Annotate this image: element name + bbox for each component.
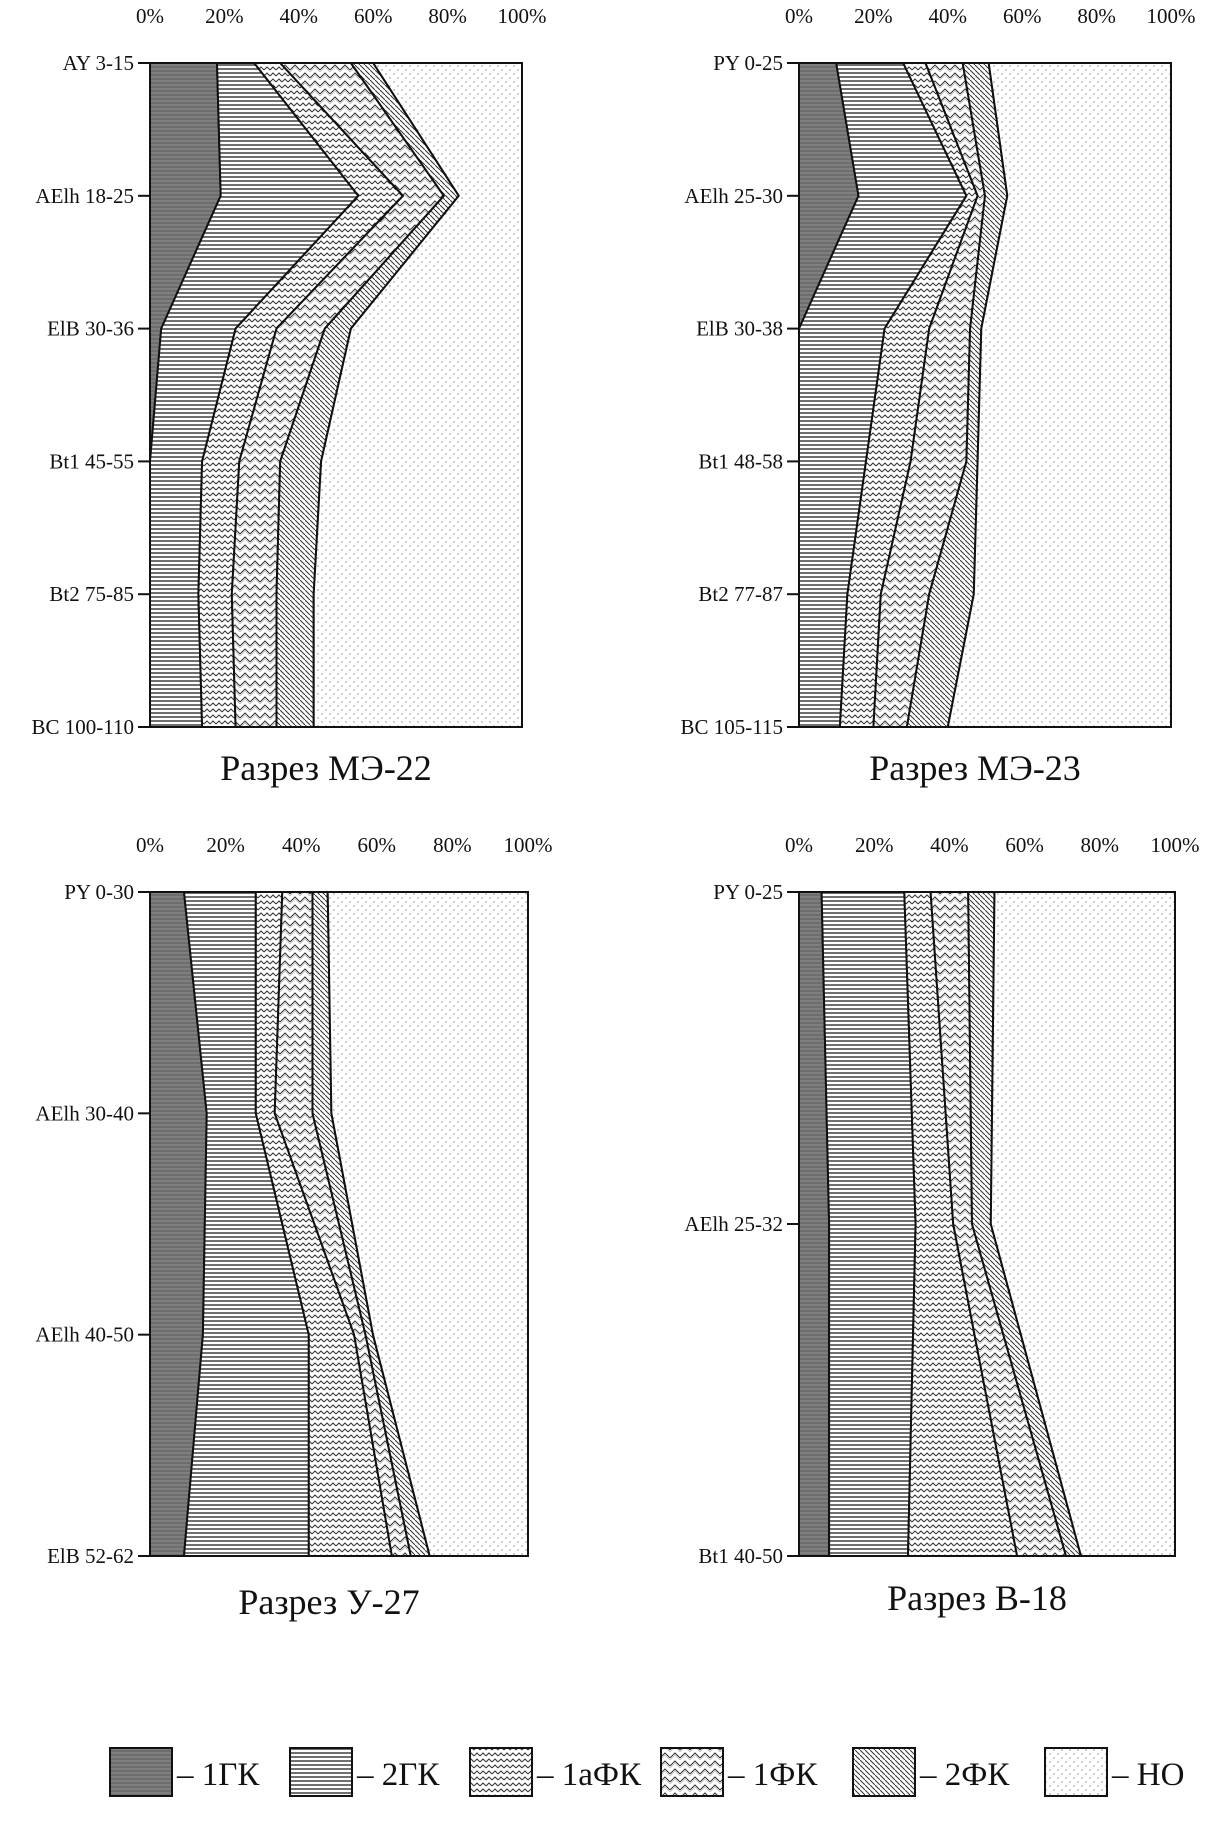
x-tick-label: 0% (785, 833, 813, 857)
x-tick-label: 0% (785, 4, 813, 28)
chart-panel: 0% 20% 40% 60% 80% 100% AY 3-15 AElh 18-25 ElB 3… (32, 4, 547, 788)
plot-frame (149, 891, 529, 1557)
legend-swatch (469, 1747, 533, 1797)
category-label: Bt1 48-58 (698, 449, 783, 473)
category-label: ElB 52-62 (47, 1544, 134, 1568)
category-label: AY 3-15 (63, 51, 134, 75)
legend-swatch (1044, 1747, 1108, 1797)
chart-panel: 0% 20% 40% 60% 80% 100% PY 0-25 AElh 25-30 ElB 3… (681, 4, 1196, 788)
category-label: PY 0-30 (64, 880, 134, 904)
panel-title: Разрез МЭ-22 (220, 748, 432, 788)
category-label: ElB 30-38 (696, 317, 783, 341)
legend-label: – 1ФК (727, 1757, 818, 1793)
x-tick-label: 80% (428, 4, 467, 28)
area-2гк (820, 891, 917, 1557)
category-label: PY 0-25 (713, 880, 783, 904)
x-tick-label: 20% (205, 4, 244, 28)
category-label: AElh 18-25 (35, 184, 134, 208)
panel-title: Разрез В-18 (887, 1578, 1067, 1618)
panels: 0% 20% 40% 60% 80% 100% AY 3-15 AElh 18-25 ElB 3… (32, 4, 1200, 1622)
x-tick-label: 80% (433, 833, 472, 857)
legend-label: – 2ФК (919, 1757, 1010, 1793)
x-tick-label: 100% (1147, 4, 1196, 28)
category-label: Bt1 45-55 (49, 449, 134, 473)
category-label: Bt2 75-85 (49, 582, 134, 606)
chart-panel: 0% 20% 40% 60% 80% 100% PY 0-30 AElh 30-40 AElh … (35, 833, 552, 1622)
x-tick-label: 40% (930, 833, 969, 857)
chart-panel: 0% 20% 40% 60% 80% 100% PY 0-25 AElh 25-32 Bt1 4… (684, 833, 1199, 1618)
x-tick-label: 40% (282, 833, 321, 857)
category-label: PY 0-25 (713, 51, 783, 75)
legend-swatch (660, 1747, 724, 1797)
legend-label: – НО (1111, 1757, 1184, 1793)
x-tick-label: 80% (1081, 833, 1120, 857)
legend-label: – 1ГК (176, 1757, 260, 1793)
legend-swatch (852, 1747, 916, 1797)
x-tick-label: 80% (1077, 4, 1116, 28)
x-tick-label: 60% (358, 833, 397, 857)
x-tick-label: 40% (280, 4, 319, 28)
x-tick-label: 20% (855, 833, 894, 857)
x-tick-label: 0% (136, 4, 164, 28)
panel-title: Разрез МЭ-23 (869, 748, 1081, 788)
x-tick-label: 40% (929, 4, 968, 28)
category-label: AElh 25-30 (684, 184, 783, 208)
legend-label: – 2ГК (356, 1757, 440, 1793)
category-label: AElh 30-40 (35, 1101, 134, 1125)
legend: – 1ГК – 2ГК – 1аФК – 1ФК – 2ФК – НО (109, 1747, 1184, 1797)
x-tick-label: 0% (136, 833, 164, 857)
legend-label: – 1аФК (536, 1757, 642, 1793)
legend-swatch (109, 1747, 173, 1797)
x-tick-label: 100% (504, 833, 553, 857)
x-tick-label: 60% (1005, 833, 1044, 857)
category-label: BC 100-110 (32, 715, 134, 739)
category-label: AElh 25-32 (684, 1212, 783, 1236)
category-label: Bt1 40-50 (698, 1544, 783, 1568)
category-label: Bt2 77-87 (698, 582, 783, 606)
plot-frame (149, 62, 523, 728)
category-label: AElh 40-50 (35, 1323, 134, 1347)
plot-frame (798, 62, 1172, 728)
category-label: ElB 30-36 (47, 317, 134, 341)
x-tick-label: 20% (854, 4, 893, 28)
x-tick-label: 60% (354, 4, 393, 28)
x-tick-label: 20% (206, 833, 245, 857)
legend-swatch (289, 1747, 353, 1797)
category-label: BC 105-115 (681, 715, 783, 739)
x-tick-label: 60% (1003, 4, 1042, 28)
x-tick-label: 100% (1151, 833, 1200, 857)
panel-title: Разрез У-27 (238, 1582, 419, 1622)
x-tick-label: 100% (498, 4, 547, 28)
